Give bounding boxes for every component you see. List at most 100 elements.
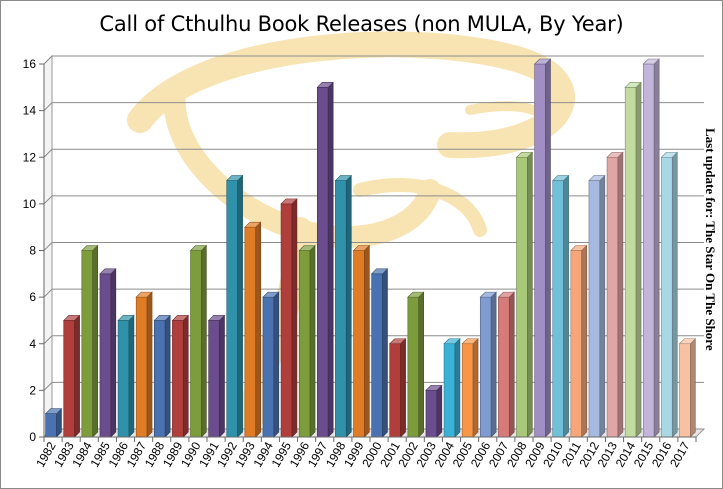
bar-top (117, 315, 135, 321)
bar (244, 221, 262, 438)
bar-top (63, 315, 81, 321)
bar-front (552, 180, 564, 438)
bar (624, 81, 642, 438)
bar-front (316, 87, 329, 438)
bar (81, 244, 99, 438)
bar-top (298, 245, 316, 251)
bar-top (606, 151, 624, 158)
bar-front (226, 180, 238, 438)
bar-side (219, 314, 225, 438)
bar-front (298, 250, 311, 438)
bar-top (153, 315, 171, 321)
bar-side (490, 291, 497, 438)
y-tick-label: 12 (23, 150, 37, 164)
bar-side (128, 314, 135, 438)
bar-front (45, 413, 57, 438)
bar-side (255, 221, 262, 438)
bar (497, 291, 515, 438)
bar-front (280, 203, 293, 438)
bar-side (545, 58, 551, 438)
bar (63, 314, 81, 438)
y-tick-label: 6 (29, 290, 36, 304)
bar-top (642, 58, 660, 65)
bar-front (679, 343, 691, 438)
bar-side (581, 244, 588, 438)
bar-top (189, 245, 208, 251)
bar-front (99, 273, 112, 438)
bar-front (153, 320, 166, 438)
bar (262, 291, 280, 438)
bar-front (624, 87, 637, 438)
gridline-diagonal (43, 242, 53, 251)
bar-front (208, 320, 220, 438)
bar (570, 244, 588, 438)
bar-front (244, 226, 257, 438)
bar-side (92, 244, 99, 438)
bar-side (273, 291, 280, 438)
bar (117, 314, 135, 438)
bar-side (617, 151, 624, 438)
bar-front (534, 63, 546, 438)
gridline-diagonal (43, 195, 53, 205)
bar-side (418, 291, 425, 438)
x-tick-label: 2017 (667, 439, 693, 469)
bar (99, 268, 117, 438)
bar (207, 314, 226, 438)
bar (678, 338, 697, 438)
bar-top (207, 315, 226, 321)
bar-front (479, 296, 492, 438)
bar-front (335, 180, 347, 438)
bar (533, 58, 552, 438)
bar-front (642, 63, 655, 438)
bar-top (552, 175, 570, 181)
bar-front (461, 343, 474, 438)
bar (280, 198, 298, 438)
bar (642, 58, 660, 438)
bar (135, 291, 153, 438)
bars (44, 58, 697, 438)
bar-side (110, 268, 117, 438)
bar (606, 151, 624, 438)
bar-top (280, 198, 298, 205)
bar-front (570, 250, 583, 438)
bar-front (81, 250, 94, 438)
bar-top (678, 338, 697, 345)
bar-side (400, 338, 406, 438)
bar (407, 291, 425, 438)
bar-top (515, 151, 534, 158)
bar-front (190, 250, 202, 438)
bar-top (443, 338, 461, 345)
bar-front (661, 156, 673, 438)
bar-side (599, 174, 606, 438)
bar (443, 338, 461, 438)
bar-side (146, 291, 153, 438)
bar (153, 314, 171, 438)
gridline-diagonal (43, 382, 53, 391)
bar (660, 151, 678, 438)
y-tick-label: 4 (29, 337, 36, 351)
bar-front (443, 343, 456, 438)
y-tick-label: 10 (23, 197, 37, 211)
bar-side (563, 174, 569, 438)
bar-side (164, 314, 171, 438)
bar-side (201, 244, 207, 438)
bar (352, 244, 371, 438)
bar (189, 244, 208, 438)
bar-top (407, 291, 425, 298)
bar-top (425, 385, 443, 391)
y-tick-label: 8 (29, 244, 36, 258)
bar (588, 174, 606, 438)
bar-front (588, 180, 601, 438)
bar-front (63, 320, 75, 438)
y-tick-label: 0 (29, 430, 36, 444)
bar (316, 81, 334, 438)
y-tick-label: 2 (29, 383, 36, 397)
gridline-diagonal (43, 288, 53, 298)
bar-top (370, 268, 389, 275)
bar-top (226, 175, 244, 181)
gridline-diagonal (43, 148, 53, 158)
bar (479, 291, 497, 438)
bar-side (508, 291, 515, 438)
bar-front (516, 156, 528, 438)
bar-top (588, 175, 606, 181)
